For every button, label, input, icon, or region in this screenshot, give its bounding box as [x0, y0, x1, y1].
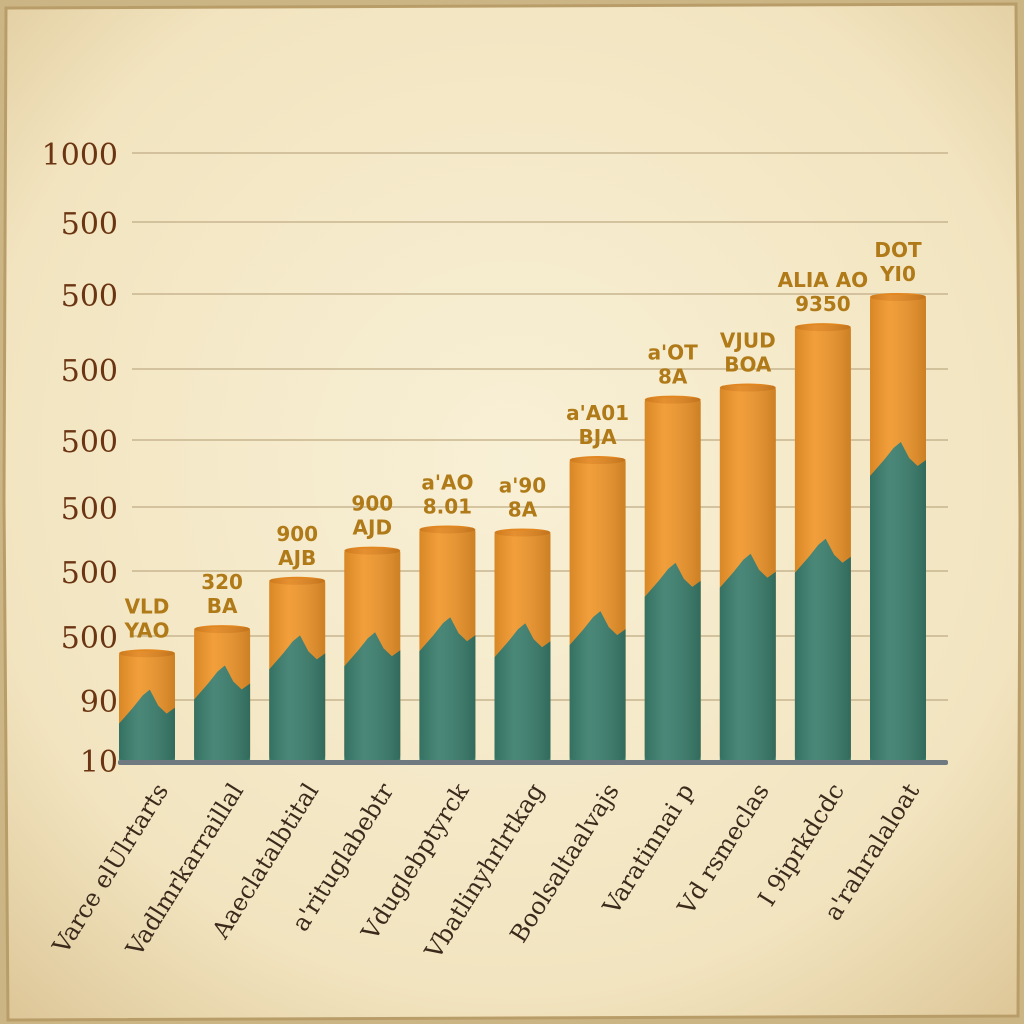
bar-shading [119, 651, 175, 760]
bar-shading [870, 294, 926, 760]
data-label: 900 [351, 492, 393, 516]
data-label: YI0 [879, 262, 916, 286]
bar-stack [494, 528, 551, 760]
data-label: a'90 [499, 473, 546, 497]
y-tick-label: 500 [61, 279, 118, 314]
data-label: 320 [201, 570, 243, 594]
data-label: a'A01 [566, 401, 629, 425]
data-label: 8.01 [423, 494, 472, 518]
data-label: AJB [278, 546, 316, 570]
bar-stack [119, 649, 175, 760]
data-label: BA [207, 594, 238, 618]
data-label: 8A [658, 365, 688, 389]
bar-shading [719, 385, 776, 760]
y-axis-ticks: 1000 500 500 500 500 500 500 500 90 10 [42, 138, 118, 780]
y-tick-label: 500 [61, 207, 118, 242]
data-label: ALIA AO [778, 268, 869, 292]
y-tick-label: 500 [61, 425, 118, 460]
bar-shading [194, 627, 251, 760]
bar-stack [569, 456, 626, 760]
x-axis-line [118, 760, 948, 765]
data-label: BJA [579, 425, 618, 449]
data-label: BOA [724, 353, 772, 377]
bar-stack [269, 576, 326, 760]
data-label: AJD [353, 516, 393, 540]
data-label: 8A [508, 497, 538, 521]
bar-shading [494, 530, 551, 760]
data-label: a'AO [421, 470, 473, 494]
y-tick-label: 500 [61, 556, 118, 591]
bar-stack [719, 383, 776, 760]
bar-shading [794, 325, 851, 760]
bar-stack [194, 625, 251, 760]
bar-shading [269, 578, 326, 760]
y-tick-label: 500 [61, 354, 118, 389]
bar-stack [794, 323, 851, 760]
bar-stack [644, 395, 701, 760]
bar-stack [344, 546, 401, 760]
y-tick-label: 10 [80, 745, 118, 780]
bar-shading [644, 397, 701, 760]
data-label: 9350 [795, 292, 851, 316]
bar-shading [419, 527, 476, 760]
bar-shading [344, 548, 401, 760]
bar-shading [569, 458, 626, 760]
y-tick-label: 500 [61, 621, 118, 656]
data-label: YAO [123, 618, 169, 642]
data-label: VJUD [720, 329, 776, 353]
y-tick-label: 500 [61, 492, 118, 527]
data-label: VLD [125, 594, 170, 618]
data-labels: VLDYAO320BA900AJB900AJDa'AO8.01a'908Aa'A… [123, 238, 922, 642]
y-tick-label: 1000 [42, 138, 118, 173]
data-label: a'OT [648, 341, 699, 365]
bar-stack [870, 292, 926, 760]
data-label: 900 [276, 522, 318, 546]
bars [119, 292, 926, 760]
data-label: DOT [874, 238, 922, 262]
y-tick-label: 90 [80, 685, 118, 720]
bar-stack [419, 525, 476, 760]
